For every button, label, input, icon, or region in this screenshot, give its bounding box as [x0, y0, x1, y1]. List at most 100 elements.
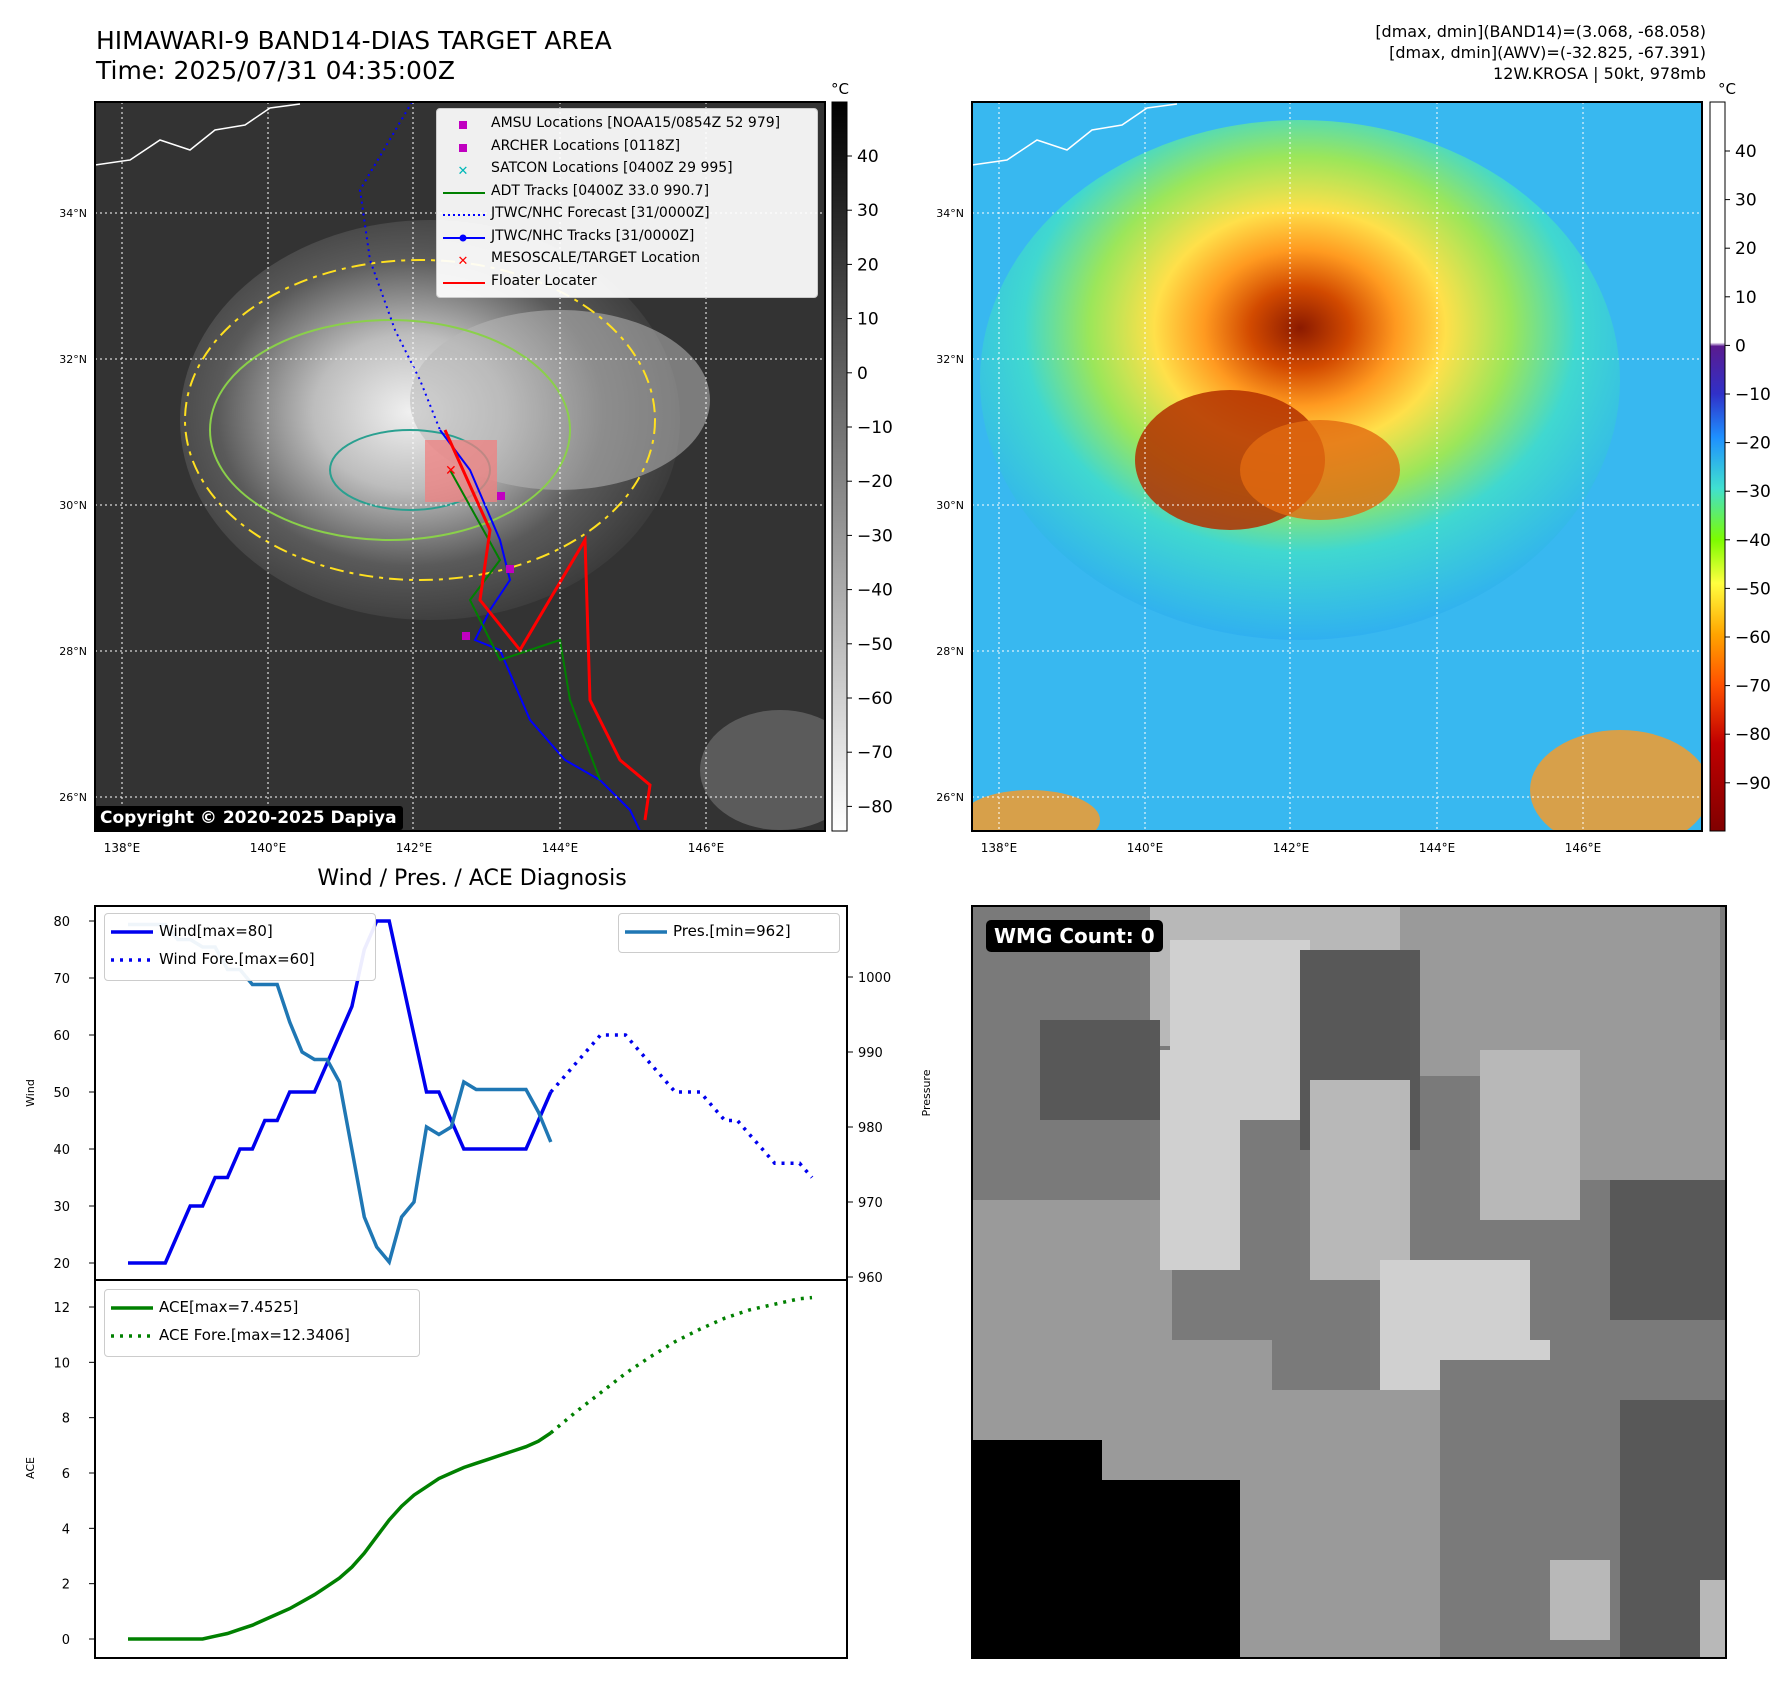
lat-label: 26°N — [936, 791, 964, 804]
left-colorbar-ticks: 40 30 20 10 0 −10 −20 −30 −40 −50 −60 −70 −80 — [847, 147, 893, 817]
target-marker: ✕ — [445, 463, 457, 479]
legend-wind-fore-label: Wind Fore.[max=60] — [159, 950, 315, 968]
colorbar-tick-label: −80 — [1735, 725, 1771, 745]
colorbar-tick-label: −40 — [857, 581, 893, 601]
copyright-badge: Copyright © 2020-2025 Dapiya — [94, 806, 403, 830]
colorbar-tick-label: −10 — [857, 418, 893, 438]
colorbar-tick-label: −30 — [1735, 482, 1771, 502]
ace-legend: ACE[max=7.4525] ACE Fore.[max=12.3406] — [104, 1289, 420, 1357]
ace-tick-label: 0 — [62, 1633, 70, 1648]
ace-tick-label: 10 — [53, 1356, 70, 1371]
awv-range: [dmax, dmin](AWV)=(-32.825, -67.391) — [1389, 43, 1706, 62]
map-legend-swatch — [459, 143, 467, 152]
pressure-tick-label: 980 — [858, 1121, 883, 1136]
map-legend-swatch: ✕ — [458, 254, 469, 269]
lat-label: 34°N — [59, 207, 87, 220]
colorbar-tick-label: −60 — [1735, 628, 1771, 648]
ace-ylabel: ACE — [24, 1457, 37, 1479]
core-eastern — [1240, 420, 1400, 520]
right-colorbar-unit: °C — [1718, 80, 1736, 98]
wind-tick-label: 70 — [53, 972, 70, 987]
wmg-blocks — [972, 906, 1726, 1658]
wmg-block — [1310, 1080, 1410, 1280]
coastline-right — [972, 103, 1178, 166]
left-colorbar-unit: °C — [831, 80, 849, 98]
ace-tick-label: 2 — [62, 1578, 70, 1593]
se-cloud-color — [1530, 730, 1702, 831]
lat-label: 28°N — [936, 645, 964, 658]
wmg-block — [972, 1440, 1102, 1658]
map-legend: AMSU Locations [NOAA15/0854Z 52 979] ARCH… — [436, 108, 818, 298]
lat-label: 28°N — [59, 645, 87, 658]
colorbar-tick-label: 0 — [1735, 336, 1746, 356]
pressure-legend: Pres.[min=962] — [618, 913, 840, 953]
colorbar-tick-label: 40 — [1735, 142, 1757, 162]
ace-tick-label: 8 — [62, 1412, 70, 1427]
pressure-axis-ticks: 960 970 980 990 1000 — [847, 971, 891, 1286]
colorbar-tick-label: −20 — [857, 472, 893, 492]
lon-label: 144°E — [1419, 841, 1456, 855]
wmg-frame — [971, 905, 1727, 1659]
colorbar-tick-label: 10 — [857, 310, 879, 330]
wind-tick-label: 20 — [53, 1257, 70, 1272]
right-lon-labels: 138°E 140°E 142°E 144°E 146°E — [981, 841, 1602, 855]
wind-tick-label: 80 — [53, 915, 70, 930]
lon-label: 142°E — [396, 841, 433, 855]
wmg-block — [1580, 1040, 1726, 1180]
right-map-frame — [971, 101, 1703, 832]
lon-label: 140°E — [250, 841, 287, 855]
right-gridlines — [972, 102, 1702, 831]
wind-forecast-series-line — [549, 1033, 814, 1179]
right-colorbar-ticks: 40 30 20 10 0 −10 −20 −30 −40 −50 −60 −70 −80 −90 — [1725, 142, 1771, 794]
left-lon-labels: 138°E 140°E 142°E 144°E 146°E — [104, 841, 725, 855]
svg-text:✕: ✕ — [458, 254, 469, 269]
lon-label: 144°E — [542, 841, 579, 855]
jtwc-track — [439, 429, 641, 831]
pressure-tick-label: 1000 — [858, 971, 891, 986]
map-legend-label: Floater Locater — [491, 272, 597, 289]
storm-info: 12W.KROSA | 50kt, 978mb — [1493, 64, 1706, 83]
legend-wind-label: Wind[max=80] — [159, 922, 273, 940]
archer-marker — [462, 632, 470, 640]
legend-ace-swatch — [111, 1306, 153, 1310]
jtwc-forecast-track — [358, 102, 441, 431]
lon-label: 146°E — [1565, 841, 1602, 855]
legend-pressure-label: Pres.[min=962] — [673, 922, 791, 940]
se-cloud — [700, 710, 825, 830]
lat-label: 30°N — [59, 499, 87, 512]
map-legend-swatch — [443, 191, 485, 194]
map-legend-label: ARCHER Locations [0118Z] — [491, 137, 681, 154]
map-legend-swatch — [443, 234, 485, 241]
pressure-ylabel: Pressure — [920, 1069, 933, 1116]
colorbar-tick-label: 20 — [1735, 239, 1757, 259]
colorbar-tick-label: −40 — [1735, 531, 1771, 551]
map-legend-label: JTWC/NHC Forecast [31/0000Z] — [491, 205, 710, 221]
legend-ace-label: ACE[max=7.4525] — [159, 1298, 299, 1316]
ace-tick-label: 12 — [53, 1301, 70, 1316]
ace-series-line — [128, 1431, 552, 1641]
colorbar-tick-label: 40 — [857, 147, 879, 167]
pressure-tick-label: 970 — [858, 1196, 883, 1211]
figure-time: Time: 2025/07/31 04:35:00Z — [96, 56, 455, 85]
colorbar-tick-label: 30 — [857, 201, 879, 221]
colorbar-tick-label: −30 — [857, 526, 893, 546]
legend-ace-fore-label: ACE Fore.[max=12.3406] — [159, 1326, 350, 1344]
right-lat-labels: 34°N 32°N 30°N 28°N 26°N — [936, 207, 964, 804]
wmg-panel — [971, 905, 1727, 1659]
wmg-block — [1240, 1390, 1440, 1658]
figure-title: HIMAWARI-9 BAND14-DIAS TARGET AREA — [96, 26, 612, 55]
wmg-count-badge: WMG Count: 0 — [986, 920, 1163, 952]
colorbar-tick-label: −70 — [1735, 677, 1771, 697]
colorbar-tick-label: −70 — [857, 743, 893, 763]
svg-text:✕: ✕ — [458, 164, 469, 179]
pressure-tick-label: 960 — [858, 1271, 883, 1286]
colorbar-tick-label: −10 — [1735, 385, 1771, 405]
lon-label: 146°E — [688, 841, 725, 855]
colorbar-tick-label: 10 — [1735, 288, 1757, 308]
wind-axis-ticks: 20 30 40 50 60 70 80 — [53, 915, 95, 1272]
wind-ylabel: Wind — [24, 1079, 37, 1107]
ace-tick-label: 4 — [62, 1522, 70, 1537]
archer-marker — [506, 565, 514, 573]
sw-cloud-color — [972, 790, 1100, 831]
